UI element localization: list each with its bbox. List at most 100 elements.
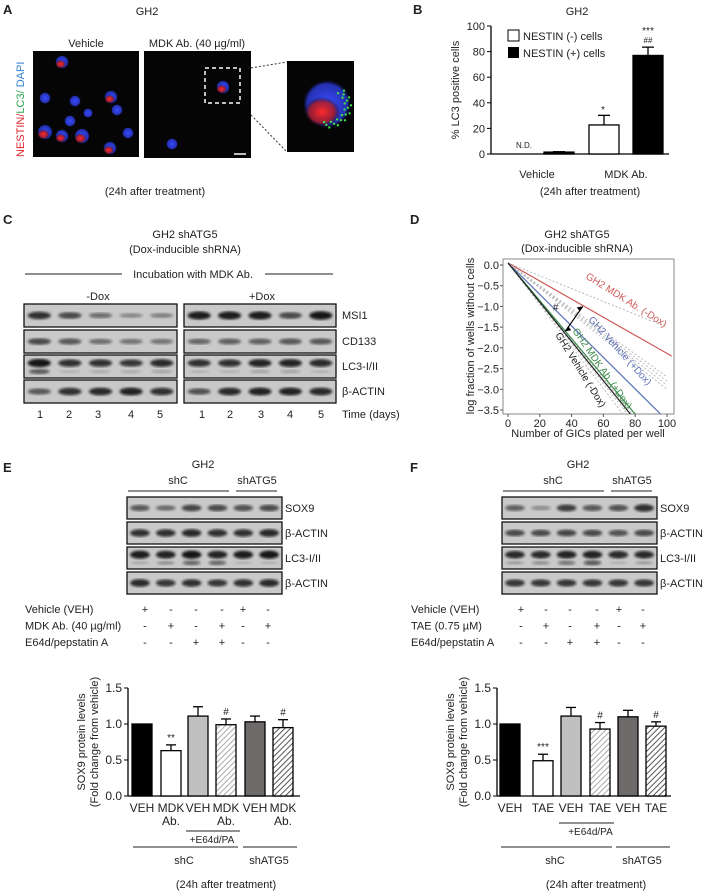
confidence-line: [507, 262, 668, 382]
x-tick-label: 60: [597, 418, 609, 430]
x-tick-label: VEH: [186, 801, 211, 815]
x-tick-label: VEH: [498, 801, 523, 815]
band: [155, 529, 176, 537]
treatment-label: TAE (0.75 µM): [411, 621, 482, 633]
band: [119, 387, 143, 396]
nucleus: [111, 104, 123, 116]
chart-b-ylabel: % LC3 positive cells: [450, 40, 462, 139]
group-label-shatg5: shATG5: [612, 475, 652, 487]
band: [582, 504, 603, 512]
zoom-connector: [250, 114, 288, 153]
blot-frame: [126, 571, 283, 595]
panel-b: B GH2 % LC3 positive cells Vehicle MDK A…: [413, 2, 669, 198]
band: [505, 505, 525, 511]
x-tick-label: TAE: [589, 801, 611, 815]
band: [530, 579, 551, 587]
zoom-region-box: [204, 67, 241, 104]
chart-b-xtick-mdk: MDK Ab.: [604, 169, 647, 181]
lc3-puncta: [332, 122, 336, 125]
y-tick-label: −1.0: [477, 301, 499, 313]
treatment-mark: +: [518, 604, 524, 616]
blot-strip: [126, 496, 283, 520]
nucleus: [122, 127, 134, 139]
treatment-mark: +: [543, 621, 549, 633]
row-label: SOX9: [285, 503, 314, 515]
treatment-mark: -: [169, 604, 173, 616]
y-tick-label: 0.5: [105, 753, 122, 767]
band: [608, 504, 629, 512]
lc3-puncta: [349, 104, 353, 107]
y-tick-label: 1.5: [105, 681, 122, 695]
band: [249, 369, 271, 374]
band: [119, 313, 143, 318]
y-axis-label: (Fold change from vehicle): [89, 677, 101, 807]
band: [188, 369, 210, 374]
blot-frame: [126, 496, 283, 520]
y-tick-label: 80: [473, 47, 485, 59]
series-line: [507, 262, 673, 357]
panel-letter-f: F: [410, 460, 418, 475]
band: [309, 387, 333, 396]
band: [218, 359, 242, 367]
group-label-shc: shC: [168, 475, 188, 487]
blot-strip: [126, 571, 283, 595]
treatment-mark: -: [617, 621, 621, 633]
band: [187, 388, 211, 395]
annotation-nd: N.D.: [516, 141, 532, 150]
treatment-label: MDK Ab. (40 µg/ml): [25, 621, 121, 633]
panel-a: A GH2 Vehicle MDK Ab. (40 µg/ml) NESTIN/…: [3, 2, 354, 198]
panel-letter-c: C: [3, 212, 13, 227]
nucleus: [166, 138, 178, 150]
blot-frame: [126, 546, 283, 570]
plot-frame: [502, 258, 675, 415]
chart-d-ylabel: log fraction of wells without cells: [465, 257, 477, 414]
nucleus: [69, 95, 81, 107]
band: [530, 529, 551, 537]
band: [58, 338, 82, 345]
band: [119, 359, 143, 367]
x-tick-label: VEH: [243, 801, 268, 815]
y-tick-label: 1.0: [474, 717, 491, 731]
y-tick-label: 40: [473, 98, 485, 110]
treatment-mark: +: [594, 621, 600, 633]
bar: [560, 715, 582, 797]
treatment-mark: +: [219, 621, 225, 633]
lc3-puncta: [336, 91, 340, 95]
band: [634, 579, 654, 587]
row-label: β-ACTIN: [660, 528, 703, 540]
confidence-line: [507, 262, 624, 414]
bar: [645, 725, 667, 797]
blot-strip: [183, 379, 337, 404]
y-tick-label: −0.5: [477, 281, 499, 293]
group-label: shATG5: [249, 855, 289, 867]
nestin-signal: [216, 84, 227, 94]
x-tick-label: MDK: [158, 801, 185, 815]
group-label-shc: shC: [543, 475, 563, 487]
band: [259, 529, 279, 537]
band: [150, 338, 174, 345]
band: [635, 561, 653, 565]
band: [27, 358, 51, 368]
chart-d-title-1: GH2 shATG5: [544, 229, 609, 241]
lc3-puncta: [325, 123, 328, 127]
band: [556, 550, 577, 559]
blot-strip: [183, 329, 337, 354]
y-tick-label: 0: [479, 149, 485, 161]
panel-c: C GH2 shATG5 (Dox-inducible shRNA) Incub…: [3, 212, 400, 421]
lane-number: 3: [95, 409, 101, 421]
treatment-mark: -: [143, 621, 147, 633]
treatment-label: Vehicle (VEH): [25, 604, 93, 616]
band: [278, 338, 302, 345]
band: [583, 560, 602, 566]
stain-legend: NESTIN/LC3/ DAPI: [15, 62, 27, 157]
series-line: [507, 262, 636, 414]
band: [90, 369, 111, 374]
y-tick-label: 1.5: [474, 681, 491, 695]
band: [278, 312, 302, 319]
y-tick-label: 0.5: [474, 753, 491, 767]
panel-letter-d: D: [410, 212, 419, 227]
x-tick-label: 80: [629, 418, 641, 430]
blot-strip: [501, 496, 658, 520]
band: [131, 561, 149, 565]
band: [218, 387, 242, 396]
